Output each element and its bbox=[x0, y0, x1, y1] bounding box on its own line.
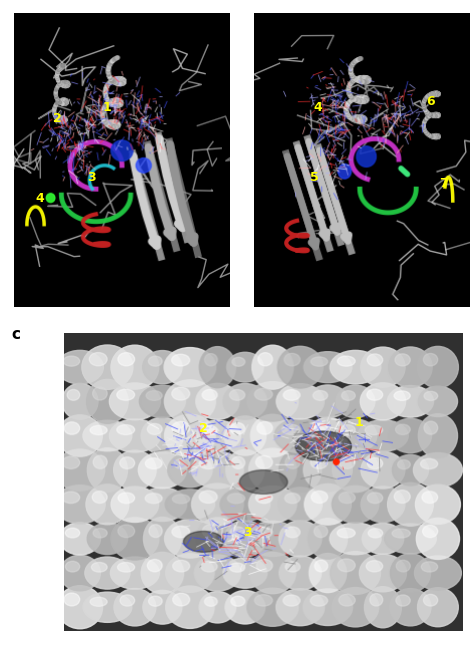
Text: 3: 3 bbox=[243, 526, 251, 539]
Text: a: a bbox=[14, 16, 25, 31]
Text: 3: 3 bbox=[88, 171, 96, 184]
Text: 2: 2 bbox=[199, 422, 208, 435]
Text: b: b bbox=[254, 16, 264, 31]
Text: 2: 2 bbox=[53, 113, 62, 126]
Text: 4: 4 bbox=[314, 101, 323, 114]
Text: 1: 1 bbox=[354, 416, 363, 429]
Text: 1: 1 bbox=[102, 101, 111, 114]
Text: 7: 7 bbox=[439, 177, 448, 190]
Text: c: c bbox=[12, 327, 21, 342]
Text: 6: 6 bbox=[426, 94, 435, 108]
Text: 5: 5 bbox=[310, 171, 319, 184]
Text: 4: 4 bbox=[36, 192, 45, 205]
